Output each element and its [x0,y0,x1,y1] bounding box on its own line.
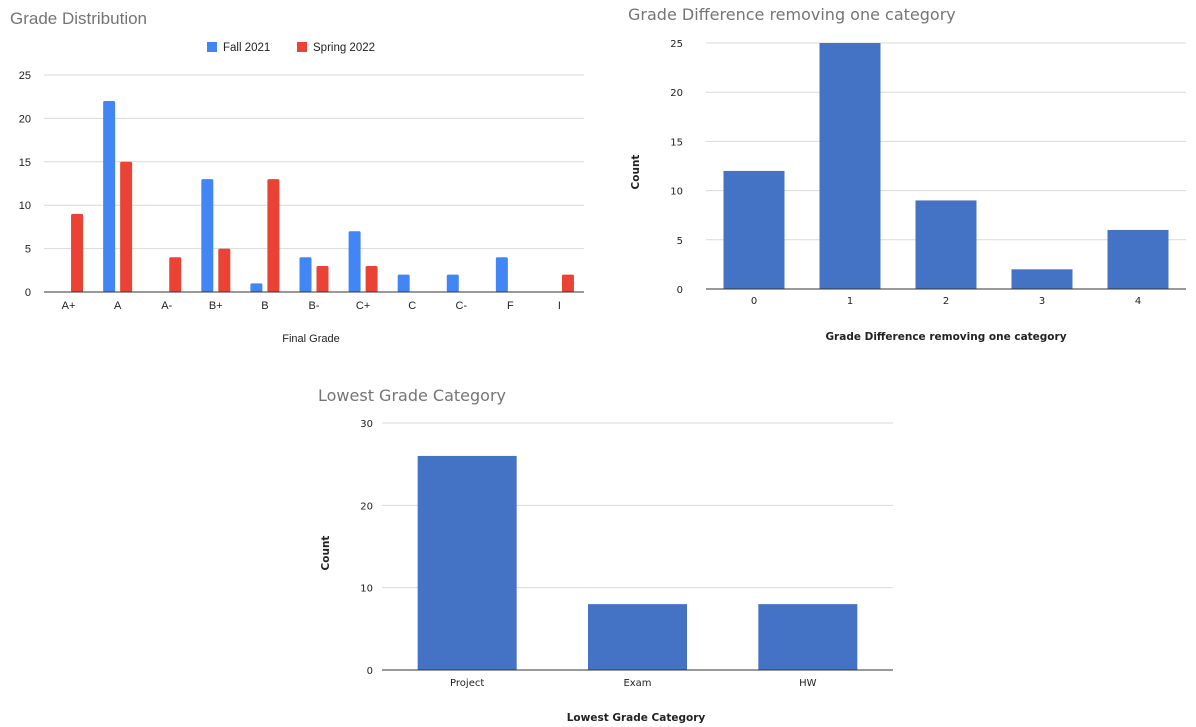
y-tick-label: 10 [360,584,373,595]
x-tick-label: I [558,300,561,312]
x-tick-label: HW [799,678,817,689]
x-tick-label: 1 [847,296,853,307]
bar-F-fall-2021 [495,257,508,292]
x-tick-label: B [261,300,268,312]
y-axis-label: Count [320,536,332,571]
x-axis-label: Grade Difference removing one category [825,331,1066,343]
x-tick-label: A [114,300,122,312]
y-tick-label: 5 [677,236,683,247]
bar-1-values [819,43,881,289]
x-tick-label: Project [450,678,484,689]
y-tick-label: 25 [19,70,31,82]
x-tick-label: C [408,300,416,312]
chart-grade-difference: Grade Difference removing one category 0… [628,5,1186,343]
x-tick-label: 0 [751,296,757,307]
y-tick-label: 0 [25,287,31,299]
bar-A--spring-2022 [169,257,182,292]
bar-3-values [1011,269,1073,289]
plot-area: 0 10 20 30 Project Exam HW [360,419,893,689]
chart-lowest-grade-category: Lowest Grade Category 0 10 20 30 Project Exam… [318,386,893,724]
bar-C+-spring-2022 [365,265,378,292]
x-tick-label: B- [309,300,320,312]
bar-B+-spring-2022 [218,248,231,292]
legend-swatch-fall [207,42,217,52]
x-tick-label: C- [455,300,467,312]
x-tick-label: A- [161,300,172,312]
bar-2-values [915,200,977,289]
y-tick-label: 20 [360,501,373,512]
x-tick-label: 3 [1039,296,1045,307]
bar-Project-values [417,455,517,670]
bar-B+-fall-2021 [201,179,214,292]
y-tick-label: 10 [670,187,683,198]
x-tick-label: F [507,300,514,312]
bar-Exam-values [588,604,687,670]
bar-I-spring-2022 [561,274,574,292]
legend-swatch-spring [297,42,307,52]
chart-grade-distribution: Grade Distribution Fall 2021 Spring 2022… [10,9,584,345]
bar-B-fall-2021 [250,283,263,292]
y-tick-label: 15 [19,157,31,169]
x-tick-label: 4 [1135,296,1141,307]
x-tick-label: 2 [943,296,949,307]
plot-area: 0 5 10 15 20 25 0 1 2 3 4 [670,39,1186,307]
x-tick-label: C+ [356,300,370,312]
y-tick-label: 0 [677,285,683,296]
y-tick-label: 0 [367,666,373,677]
bar-C+-fall-2021 [348,231,361,292]
x-tick-label: A+ [62,300,76,312]
x-tick-label: B+ [209,300,223,312]
bar-A-spring-2022 [120,161,133,292]
bar-0-values [723,170,785,289]
bar-A+-spring-2022 [71,213,84,292]
bar-A-fall-2021 [103,101,116,292]
legend-label-spring: Spring 2022 [313,42,375,54]
y-tick-label: 20 [670,88,683,99]
plot-area: 0 5 10 15 20 25 A+ A A- B+ B B- C+ C C- F I [19,70,584,312]
y-tick-label: 20 [19,113,31,125]
chart-title: Grade Distribution [10,9,147,28]
chart-title: Grade Difference removing one category [628,5,956,24]
bar-B--fall-2021 [299,257,312,292]
y-axis-label: Count [630,155,642,190]
bar-4-values [1107,229,1169,289]
x-axis-label: Final Grade [282,333,339,345]
legend-label-fall: Fall 2021 [223,42,270,54]
x-axis-label: Lowest Grade Category [567,712,706,724]
y-tick-label: 5 [25,244,31,256]
bar-B--spring-2022 [316,265,329,292]
y-tick-label: 30 [360,419,373,430]
y-tick-label: 25 [670,39,683,50]
bar-B-spring-2022 [267,179,280,292]
legend: Fall 2021 Spring 2022 [207,42,375,54]
bar-C-fall-2021 [397,274,410,292]
x-tick-label: Exam [623,678,651,689]
bar-HW-values [758,604,858,670]
chart-title: Lowest Grade Category [318,386,506,405]
y-tick-label: 10 [19,200,31,212]
y-tick-label: 15 [670,137,683,148]
bar-C--fall-2021 [446,274,459,292]
